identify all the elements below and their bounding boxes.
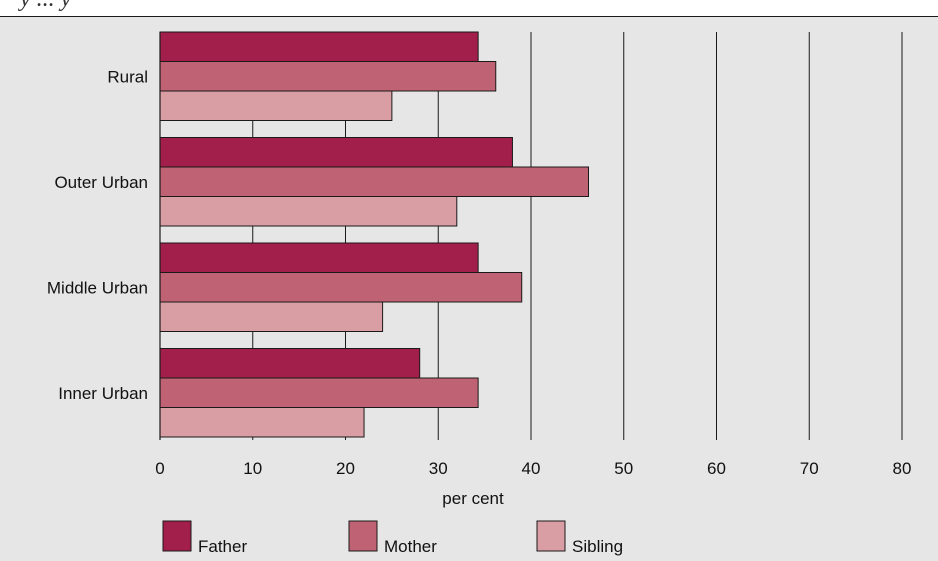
bar-outer-urban-mother	[159, 166, 590, 197]
x-tick-label-20: 20	[336, 459, 355, 478]
bar-inner-urban-father	[159, 348, 421, 379]
bar-middle-urban-sibling	[159, 301, 384, 332]
bar-outer-urban-father	[159, 137, 513, 168]
category-label-rural: Rural	[107, 67, 148, 86]
title-strip: y ... y	[0, 0, 938, 17]
bar-rural-sibling	[159, 90, 393, 121]
legend-swatch-sibling	[536, 520, 566, 552]
category-label-inner-urban: Inner Urban	[58, 384, 148, 403]
labels: 0 10 20 30 40 50 60 70 80 Rural Outer Urban Middle …	[47, 67, 912, 508]
x-tick-label-60: 60	[707, 459, 726, 478]
bar-middle-urban-father	[159, 242, 479, 273]
x-tick-label-70: 70	[800, 459, 819, 478]
x-tick-label-30: 30	[429, 459, 448, 478]
category-label-outer-urban: Outer Urban	[54, 173, 148, 192]
legend: Father Mother Sibling	[162, 520, 623, 556]
bar-rural-mother	[159, 61, 497, 92]
legend-label-sibling: Sibling	[572, 537, 623, 556]
category-label-middle-urban: Middle Urban	[47, 278, 148, 297]
x-tick-label-10: 10	[243, 459, 262, 478]
legend-label-father: Father	[198, 537, 247, 556]
bar-rural-father	[159, 31, 479, 62]
x-tick-label-0: 0	[155, 459, 164, 478]
legend-swatch-mother	[348, 520, 378, 552]
x-tick-label-50: 50	[614, 459, 633, 478]
bar-outer-urban-sibling	[159, 196, 458, 227]
clipped-title-text: y ... y	[20, 0, 71, 13]
bars	[159, 31, 590, 438]
bar-inner-urban-sibling	[159, 407, 365, 438]
bar-inner-urban-mother	[159, 377, 479, 408]
legend-label-mother: Mother	[384, 537, 437, 556]
x-axis-title: per cent	[442, 489, 504, 508]
legend-swatch-father	[162, 520, 192, 552]
x-tick-label-40: 40	[522, 459, 541, 478]
x-tick-label-80: 80	[893, 459, 912, 478]
bar-middle-urban-mother	[159, 272, 523, 303]
